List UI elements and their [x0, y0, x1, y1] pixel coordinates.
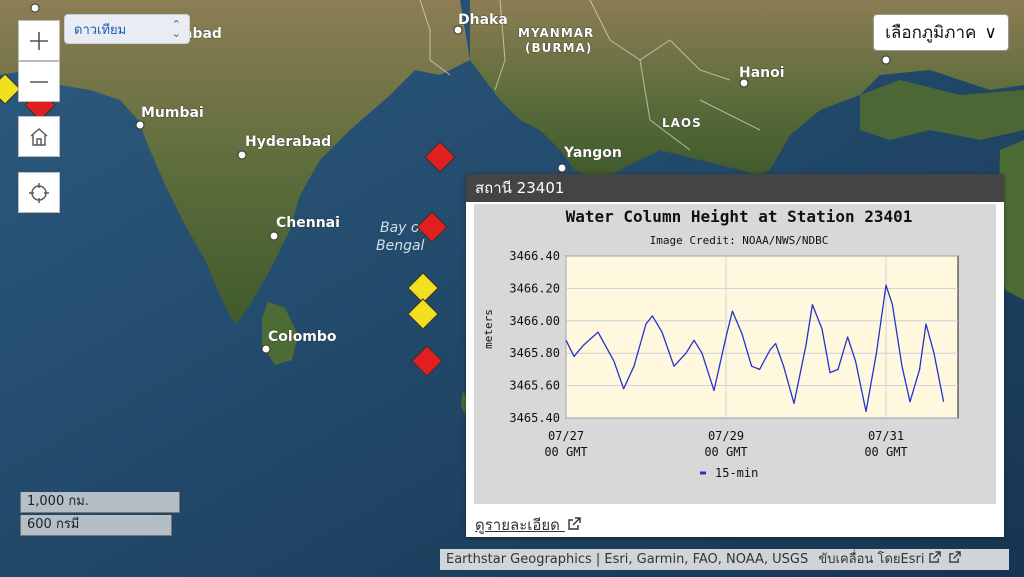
place-label-colombo: Colombo — [268, 329, 337, 345]
zoom-in-button[interactable] — [18, 20, 60, 61]
station-marker-yellow[interactable] — [407, 298, 439, 330]
external-link-icon[interactable] — [949, 551, 961, 563]
popup-title: สถานี 23401 — [466, 174, 1004, 202]
home-button[interactable] — [18, 116, 60, 157]
x-tick-time: 00 GMT — [544, 445, 587, 459]
station-marker-red[interactable] — [424, 141, 456, 173]
place-label-hanoi: Hanoi — [739, 65, 785, 81]
place-label-yangon: Yangon — [563, 145, 622, 161]
chevron-down-icon: ∨ — [984, 22, 997, 43]
powered-by-label: ขับเคลื่อน โดยEsri — [818, 552, 925, 567]
plot-area — [565, 255, 959, 419]
scale-bar-mi: 600 กรมี — [20, 515, 172, 536]
y-tick-label: 3466.40 — [509, 249, 560, 263]
place-label-mumbai: Mumbai — [141, 105, 204, 121]
y-tick-label: 3465.40 — [509, 411, 560, 425]
details-link-label: ดูรายละเอียด — [475, 516, 560, 534]
chart-ylabel: meters — [482, 309, 495, 349]
place-label-myanmar: MYANMAR — [518, 26, 594, 40]
external-link-icon — [928, 551, 941, 563]
plus-icon — [30, 31, 48, 50]
station-popup: สถานี 23401 Water Column Height at Stati… — [466, 174, 1004, 537]
home-icon — [30, 127, 48, 146]
x-tick-date: 07/29 — [708, 429, 744, 443]
y-tick-label: 3465.60 — [509, 379, 560, 393]
series-line-15min — [565, 284, 945, 413]
scale-bar-km: 1,000 กม. — [20, 492, 180, 513]
place-label-chennai: Chennai — [276, 215, 340, 231]
legend-label: 15-min — [715, 466, 758, 480]
x-tick-date: 07/27 — [548, 429, 584, 443]
region-select-label: เลือกภูมิภาค — [885, 23, 977, 43]
station-marker-red[interactable] — [416, 211, 448, 243]
x-tick-time: 00 GMT — [864, 445, 907, 459]
station-marker-yellow[interactable] — [0, 73, 21, 105]
chart-legend: 15-min — [700, 466, 758, 480]
chart-subtitle: Image Credit: NOAA/NWS/NDBC — [650, 234, 829, 247]
water-column-chart: Water Column Height at Station 23401 Ima… — [474, 204, 996, 504]
place-label-dhaka: Dhaka — [458, 12, 508, 28]
details-link[interactable]: ดูรายละเอียด — [475, 513, 581, 537]
basemap-select-value: ดาวเทียม — [74, 22, 127, 38]
minus-icon — [30, 80, 48, 83]
crosshair-icon — [29, 182, 49, 203]
place-label-bengal: Bengal — [376, 238, 425, 254]
scale-mi-label: 600 กรมี — [27, 517, 80, 532]
place-label-burma: (BURMA) — [525, 41, 592, 55]
place-label-hyderabad: Hyderabad — [245, 134, 331, 150]
x-tick-date: 07/31 — [868, 429, 904, 443]
updown-chevron-icon: ⌃ ⌄ — [171, 18, 181, 40]
place-label-abad: abad — [183, 26, 222, 42]
y-tick-label: 3465.80 — [509, 346, 560, 360]
y-tick-label: 3466.20 — [509, 281, 560, 295]
attribution-text: Earthstar Geographics | Esri, Garmin, FA… — [446, 552, 809, 567]
chart-title: Water Column Height at Station 23401 — [566, 207, 913, 226]
x-tick-time: 00 GMT — [704, 445, 747, 459]
attribution-bar: Earthstar Geographics | Esri, Garmin, FA… — [440, 549, 1009, 570]
powered-by-esri-link[interactable]: ขับเคลื่อน โดยEsri — [818, 551, 944, 567]
locate-button[interactable] — [18, 172, 60, 213]
scale-km-label: 1,000 กม. — [27, 494, 89, 509]
external-link-icon — [568, 517, 581, 530]
region-select-button[interactable]: เลือกภูมิภาค ∨ — [873, 14, 1009, 51]
basemap-select[interactable]: ดาวเทียม ⌃ ⌄ — [64, 14, 190, 44]
y-tick-label: 3466.00 — [509, 314, 560, 328]
station-marker-red[interactable] — [411, 345, 443, 377]
place-label-laos: LAOS — [662, 116, 702, 130]
place-label-bay-of: Bay of — [380, 220, 426, 236]
zoom-out-button[interactable] — [18, 61, 60, 102]
